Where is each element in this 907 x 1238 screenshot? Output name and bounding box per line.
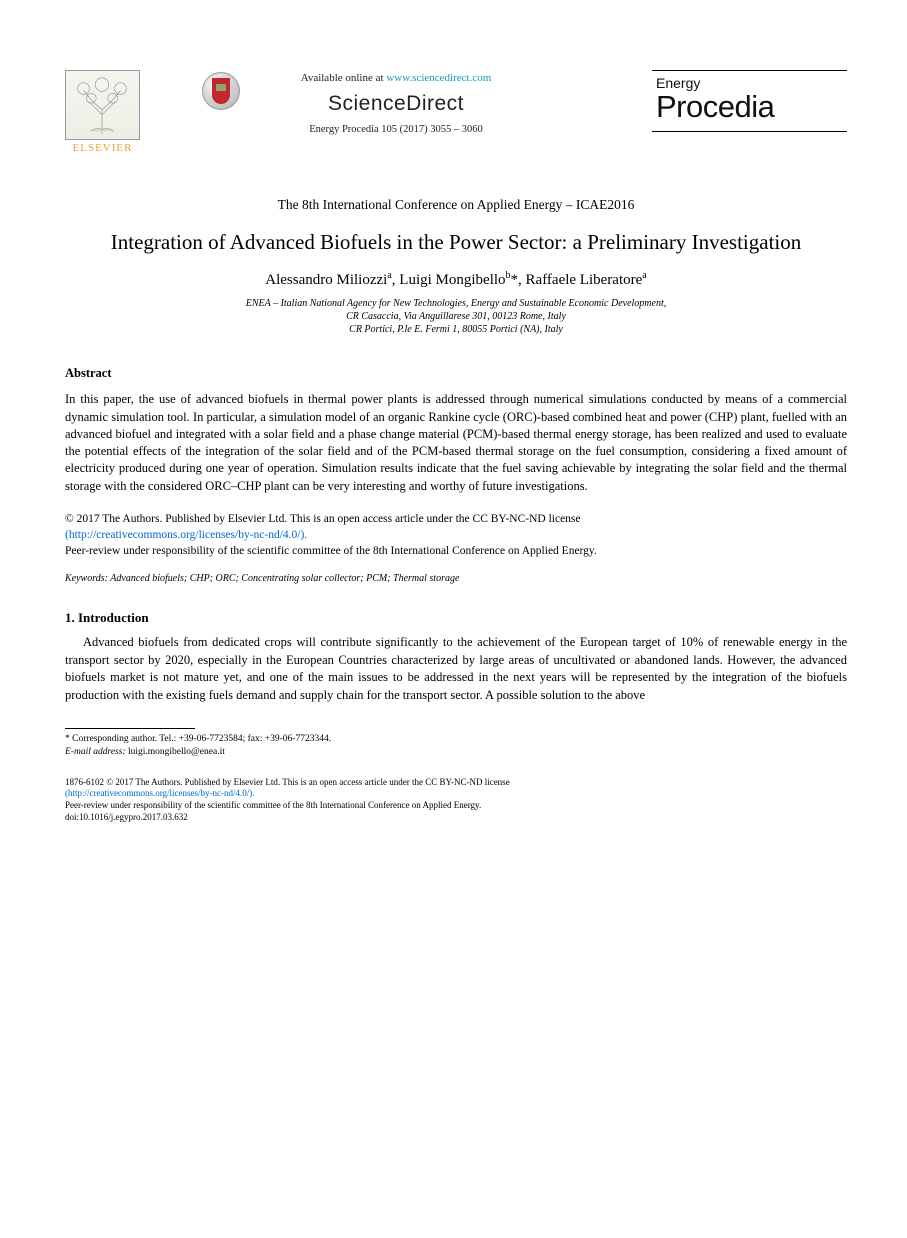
journal-citation: Energy Procedia 105 (2017) 3055 – 3060 [140,124,652,135]
license-link[interactable]: (http://creativecommons.org/licenses/by-… [65,529,307,541]
abstract-heading: Abstract [65,366,847,381]
elsevier-logo-block: ELSEVIER [65,70,140,154]
bottom-peer-line: Peer-review under responsibility of the … [65,800,481,810]
journal-procedia-label: Procedia [656,89,843,125]
abstract-body: In this paper, the use of advanced biofu… [65,391,847,495]
paper-page: ELSEVIER Available online at www.science… [0,0,907,873]
copyright-line1: © 2017 The Authors. Published by Elsevie… [65,513,581,525]
introduction-body: Advanced biofuels from dedicated crops w… [65,634,847,704]
elsevier-label: ELSEVIER [65,142,140,154]
introduction-heading: 1. Introduction [65,610,847,626]
crossmark-icon[interactable] [202,72,240,110]
sciencedirect-url[interactable]: www.sciencedirect.com [386,72,491,84]
page-header: ELSEVIER Available online at www.science… [65,70,847,175]
footnote-rule [65,728,195,729]
bottom-license-link[interactable]: (http://creativecommons.org/licenses/by-… [65,788,255,798]
conference-name: The 8th International Conference on Appl… [65,197,847,213]
corr-author-email: luigi.mongibello@enea.it [128,747,225,757]
peer-review-line: Peer-review under responsibility of the … [65,545,597,557]
paper-title: Integration of Advanced Biofuels in the … [65,229,847,256]
doi-line: doi:10.1016/j.egypro.2017.03.632 [65,812,188,822]
corresponding-author-footnote: * Corresponding author. Tel.: +39-06-772… [65,733,847,759]
keywords-line: Keywords: Advanced biofuels; CHP; ORC; C… [65,573,847,584]
authors: Alessandro Miliozzia, Luigi Mongibellob*… [65,270,847,289]
copyright-block: © 2017 The Authors. Published by Elsevie… [65,511,847,559]
bottom-bar: 1876-6102 © 2017 The Authors. Published … [65,777,847,824]
keywords-text: Advanced biofuels; CHP; ORC; Concentrati… [110,573,459,584]
email-label: E-mail address: [65,747,126,757]
affiliations: ENEA – Italian National Agency for New T… [65,297,847,336]
corr-author-line: * Corresponding author. Tel.: +39-06-772… [65,734,331,744]
header-center: Available online at www.sciencedirect.co… [140,70,652,135]
journal-box: Energy Procedia [652,70,847,132]
keywords-label: Keywords: [65,573,108,584]
elsevier-tree-icon [65,70,140,140]
issn-line: 1876-6102 © 2017 The Authors. Published … [65,777,510,787]
